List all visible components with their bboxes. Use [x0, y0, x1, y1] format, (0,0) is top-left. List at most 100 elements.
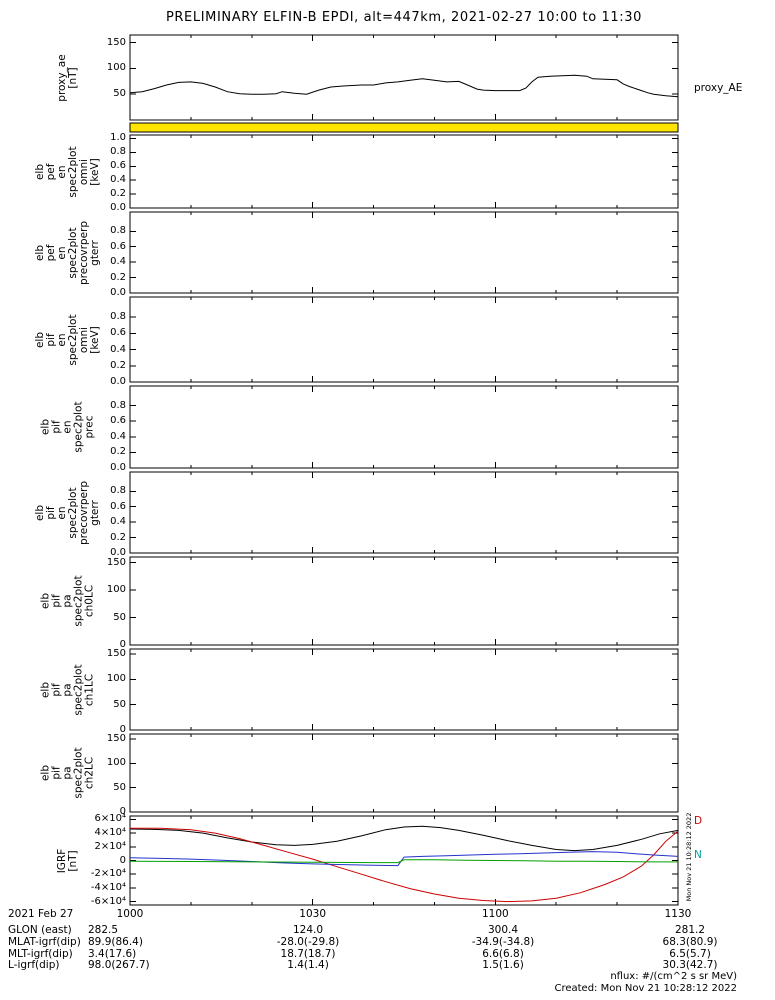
status-strip — [129, 122, 679, 133]
y-tick-label: 150 — [106, 556, 126, 568]
side-timestamp-label: Mon Nov 21 10:28:12 2022 — [685, 812, 693, 902]
y-tick-label: 0.6 — [110, 327, 126, 339]
panel-box-elb_pif_en_spec2plot_omni — [129, 296, 679, 383]
y-tick-label: 0.4 — [110, 430, 126, 442]
y-tick-label: 100 — [106, 62, 126, 74]
series-line-N — [129, 851, 679, 867]
panel-box-elb_pif_pa_spec2plot_ch2LC — [129, 733, 679, 813]
panel-ylabel-proxy_ae: proxy_ae [nT] — [56, 53, 79, 102]
y-tick-label: 0.4 — [110, 256, 126, 268]
y-tick-label: 0.0 — [110, 287, 126, 298]
panel-box-proxy_ae — [129, 34, 679, 121]
panel-ylabel-elb_pef_en_spec2plot_precovrperp_gterr: elb pef en spec2plot precovrperp gterr — [34, 220, 101, 285]
y-tick-label: 0.6 — [110, 500, 126, 512]
panel-box-elb_pif_pa_spec2plot_ch1LC — [129, 648, 679, 731]
y-tick-label: 50 — [113, 611, 126, 623]
panel-box-elb_pef_en_spec2plot_omni — [129, 134, 679, 209]
bottom-row-value: 1.5(1.6) — [482, 959, 524, 971]
series-line-E — [129, 859, 678, 864]
y-tick-label: 0.0 — [110, 376, 126, 387]
y-tick-label: 0.2 — [110, 271, 126, 283]
y-tick-label: 0.2 — [110, 531, 126, 543]
panel-ylabel-elb_pif_en_spec2plot_precovrperp_gterr: elb pif en spec2plot precovrperp gterr — [34, 480, 101, 545]
bottom-row-value: -34.9(-34.8) — [471, 936, 535, 948]
series-line-B — [129, 825, 679, 852]
y-tick-label: 0.0 — [110, 462, 126, 473]
y-tick-label: 1.0 — [110, 132, 126, 144]
bottom-row-value: 281.2 — [674, 924, 706, 936]
y-tick-label: 150 — [106, 732, 126, 744]
bottom-row-value: 1100 — [481, 908, 509, 920]
bottom-row-value: 30.3(42.7) — [662, 959, 718, 971]
panel-ylabel-elb_pif_en_spec2plot_prec: elb pif en spec2plot prec — [39, 401, 96, 453]
y-tick-label: 150 — [106, 36, 126, 48]
bottom-row-value: 6.6(6.8) — [482, 948, 524, 960]
bottom-row-label: MLT-igrf(dip) — [8, 948, 73, 960]
y-tick-label: 2×10⁴ — [94, 840, 126, 852]
bottom-row-value: 124.0 — [292, 924, 324, 936]
bottom-row-label: L-igrf(dip) — [8, 959, 60, 971]
panel-box-elb_pif_en_spec2plot_prec — [129, 385, 679, 469]
y-tick-label: 0.8 — [110, 485, 126, 497]
bottom-row-value: 89.9(86.4) — [88, 936, 143, 948]
y-tick-label: 0.6 — [110, 160, 126, 172]
right-label-D: D — [694, 814, 703, 827]
y-tick-label: 0.2 — [110, 188, 126, 200]
panel-box-elb_pef_en_spec2plot_precovrperp_gterr — [129, 211, 679, 294]
right-label-N: N — [694, 849, 702, 862]
y-tick-label: 0.8 — [110, 311, 126, 323]
panel-ylabel-igrf: IGRF [nT] — [56, 848, 79, 873]
y-tick-label: 50 — [113, 781, 126, 793]
plot-title: PRELIMINARY ELFIN-B EPDI, alt=447km, 202… — [165, 10, 642, 25]
panel-box-elb_pif_en_spec2plot_precovrperp_gterr — [129, 471, 679, 554]
bottom-row-value: 98.0(267.7) — [88, 959, 150, 971]
y-tick-label: 0.4 — [110, 174, 126, 186]
panel-ylabel-elb_pef_en_spec2plot_omni: elb pef en spec2plot omni [keV] — [34, 145, 101, 198]
y-tick-label: 0.4 — [110, 516, 126, 528]
bottom-row-value: 3.4(17.6) — [88, 948, 137, 960]
panel-ylabel-elb_pif_pa_spec2plot_ch2LC: elb pif pa spec2plot ch2LC — [39, 747, 96, 799]
y-tick-label: 4×10⁴ — [94, 827, 126, 839]
y-tick-label: 0.2 — [110, 359, 126, 371]
series-line-proxy_AE — [129, 74, 679, 98]
y-tick-label: 100 — [106, 757, 126, 769]
panel-ylabel-elb_pif_en_spec2plot_omni: elb pif en spec2plot omni [keV] — [34, 313, 101, 366]
right-label-proxy_AE: proxy_AE — [694, 82, 743, 95]
footer-units-label: nflux: #/(cm^2 s sr MeV) — [610, 971, 737, 982]
bottom-row-value: 300.4 — [487, 924, 519, 936]
y-tick-label: 100 — [106, 673, 126, 685]
y-tick-label: 0.8 — [110, 399, 126, 411]
y-tick-label: 0.6 — [110, 240, 126, 252]
bottom-row-label: GLON (east) — [8, 924, 72, 936]
series-line-D — [130, 827, 679, 903]
bottom-row-value: 282.5 — [88, 924, 119, 936]
y-tick-label: 0 — [119, 854, 126, 866]
panel-box-igrf — [129, 815, 679, 906]
bottom-row-value: 18.7(18.7) — [280, 948, 336, 960]
y-tick-label: -6×10⁴ — [90, 895, 126, 907]
y-tick-label: 150 — [106, 648, 126, 660]
footer-created-label: Created: Mon Nov 21 10:28:12 2022 — [554, 983, 737, 994]
y-tick-label: 50 — [113, 698, 126, 710]
bottom-row-label: MLAT-igrf(dip) — [8, 936, 81, 948]
y-tick-label: 0.0 — [110, 547, 126, 558]
y-tick-label: 0.0 — [110, 202, 126, 213]
bottom-row-value: 1130 — [664, 908, 692, 920]
y-tick-label: 0.8 — [110, 225, 126, 237]
y-tick-label: 0.2 — [110, 446, 126, 458]
y-tick-label: 100 — [106, 584, 126, 595]
bottom-row-value: -28.0(-29.8) — [276, 936, 340, 948]
bottom-row-value: 68.3(80.9) — [662, 936, 718, 948]
bottom-row-value: 1000 — [116, 908, 144, 920]
bottom-row-value: 6.5(5.7) — [669, 948, 711, 960]
bottom-row-value: 1030 — [299, 908, 327, 920]
y-tick-label: 0 — [119, 724, 126, 735]
y-tick-label: 0.6 — [110, 415, 126, 427]
y-tick-label: 0 — [119, 639, 126, 650]
panel-ylabel-elb_pif_pa_spec2plot_ch1LC: elb pif pa spec2plot ch1LC — [39, 663, 96, 716]
y-tick-label: 50 — [113, 88, 126, 100]
bottom-row-value: 1.4(1.4) — [287, 959, 329, 971]
panel-ylabel-elb_pif_pa_spec2plot_ch0LC: elb pif pa spec2plot ch0LC — [39, 575, 96, 627]
